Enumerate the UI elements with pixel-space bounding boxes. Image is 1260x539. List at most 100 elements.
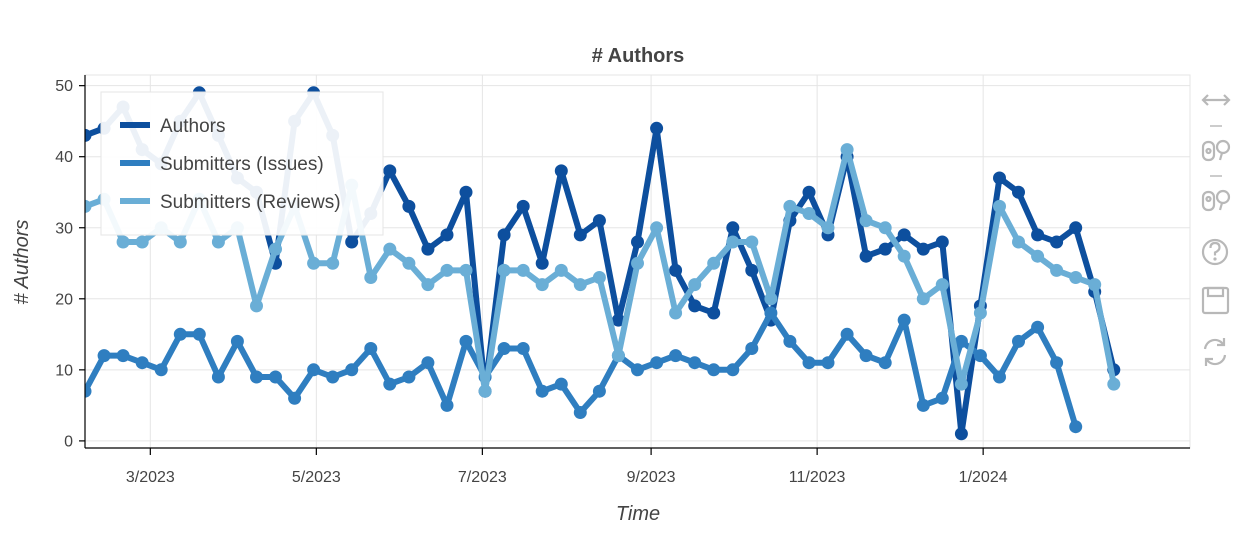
save-tool[interactable] (1201, 286, 1230, 315)
data-point[interactable] (935, 278, 949, 292)
data-point[interactable] (878, 242, 892, 256)
data-point[interactable] (554, 377, 568, 391)
data-point[interactable] (173, 327, 187, 341)
data-point[interactable] (611, 349, 625, 363)
data-point[interactable] (802, 185, 816, 199)
data-point[interactable] (783, 199, 797, 213)
data-point[interactable] (993, 171, 1006, 185)
data-point[interactable] (669, 306, 683, 320)
data-point[interactable] (840, 327, 854, 341)
data-point[interactable] (1050, 235, 1064, 249)
data-point[interactable] (516, 263, 530, 277)
data-point[interactable] (859, 249, 873, 263)
data-point[interactable] (497, 263, 511, 277)
data-point[interactable] (707, 363, 721, 377)
data-point[interactable] (954, 334, 968, 348)
data-point[interactable] (402, 199, 416, 213)
legend-item[interactable]: Submitters (Issues) (120, 154, 324, 175)
data-point[interactable] (421, 242, 435, 256)
data-point[interactable] (307, 363, 321, 377)
data-point[interactable] (878, 356, 892, 370)
data-point[interactable] (821, 356, 835, 370)
data-point[interactable] (345, 363, 359, 377)
data-point[interactable] (650, 356, 664, 370)
data-point[interactable] (364, 342, 378, 355)
data-point[interactable] (783, 334, 797, 348)
data-point[interactable] (1012, 334, 1025, 348)
data-point[interactable] (440, 398, 454, 412)
data-point[interactable] (154, 363, 168, 377)
data-point[interactable] (802, 356, 816, 370)
data-point[interactable] (250, 370, 263, 384)
data-point[interactable] (535, 278, 549, 292)
data-point[interactable] (307, 256, 321, 270)
data-point[interactable] (1069, 271, 1083, 284)
data-point[interactable] (669, 263, 683, 277)
data-point[interactable] (421, 278, 435, 292)
data-point[interactable] (402, 256, 416, 270)
data-point[interactable] (345, 235, 359, 249)
data-point[interactable] (878, 221, 892, 235)
data-point[interactable] (97, 349, 111, 363)
data-point[interactable] (554, 263, 568, 277)
data-point[interactable] (573, 406, 587, 419)
data-point[interactable] (745, 235, 759, 249)
data-point[interactable] (611, 313, 625, 327)
series-submitters-issues[interactable] (79, 306, 1083, 434)
data-point[interactable] (573, 278, 587, 292)
data-point[interactable] (1069, 420, 1083, 434)
legend-item[interactable]: Submitters (Reviews) (120, 192, 341, 213)
data-point[interactable] (535, 384, 549, 398)
help-tool[interactable] (1201, 238, 1229, 266)
data-point[interactable] (116, 349, 130, 363)
data-point[interactable] (135, 356, 149, 370)
data-point[interactable] (954, 377, 968, 391)
data-point[interactable] (440, 228, 454, 242)
data-point[interactable] (516, 199, 530, 213)
reset-tool[interactable] (1203, 338, 1227, 366)
data-point[interactable] (916, 398, 930, 412)
data-point[interactable] (764, 292, 778, 306)
data-point[interactable] (497, 342, 511, 355)
data-point[interactable] (1050, 356, 1064, 370)
data-point[interactable] (230, 334, 244, 348)
data-point[interactable] (1107, 377, 1121, 391)
data-point[interactable] (726, 221, 740, 235)
data-point[interactable] (478, 384, 492, 398)
data-point[interactable] (364, 271, 378, 284)
data-point[interactable] (288, 391, 302, 405)
data-point[interactable] (745, 342, 759, 355)
data-point[interactable] (1031, 228, 1045, 242)
data-point[interactable] (631, 235, 644, 249)
data-point[interactable] (897, 228, 911, 242)
data-point[interactable] (764, 306, 778, 320)
data-point[interactable] (421, 356, 435, 370)
data-point[interactable] (554, 164, 568, 178)
data-point[interactable] (916, 242, 930, 256)
data-point[interactable] (173, 235, 187, 249)
data-point[interactable] (573, 228, 587, 242)
box-zoom-tool[interactable] (1201, 139, 1231, 162)
data-point[interactable] (269, 370, 282, 384)
data-point[interactable] (631, 363, 644, 377)
data-point[interactable] (383, 164, 397, 178)
data-point[interactable] (535, 256, 549, 270)
data-point[interactable] (440, 263, 454, 277)
data-point[interactable] (383, 377, 397, 391)
data-point[interactable] (973, 306, 987, 320)
legend-item[interactable]: Authors (120, 116, 225, 137)
data-point[interactable] (688, 299, 702, 313)
data-point[interactable] (326, 370, 340, 384)
data-point[interactable] (592, 384, 606, 398)
data-point[interactable] (859, 349, 873, 363)
data-point[interactable] (821, 221, 835, 235)
data-point[interactable] (1050, 263, 1064, 277)
data-point[interactable] (79, 128, 92, 142)
data-point[interactable] (79, 384, 92, 398)
data-point[interactable] (116, 235, 130, 249)
data-point[interactable] (669, 349, 683, 363)
data-point[interactable] (383, 242, 397, 256)
data-point[interactable] (745, 263, 759, 277)
data-point[interactable] (402, 370, 416, 384)
data-point[interactable] (459, 263, 473, 277)
